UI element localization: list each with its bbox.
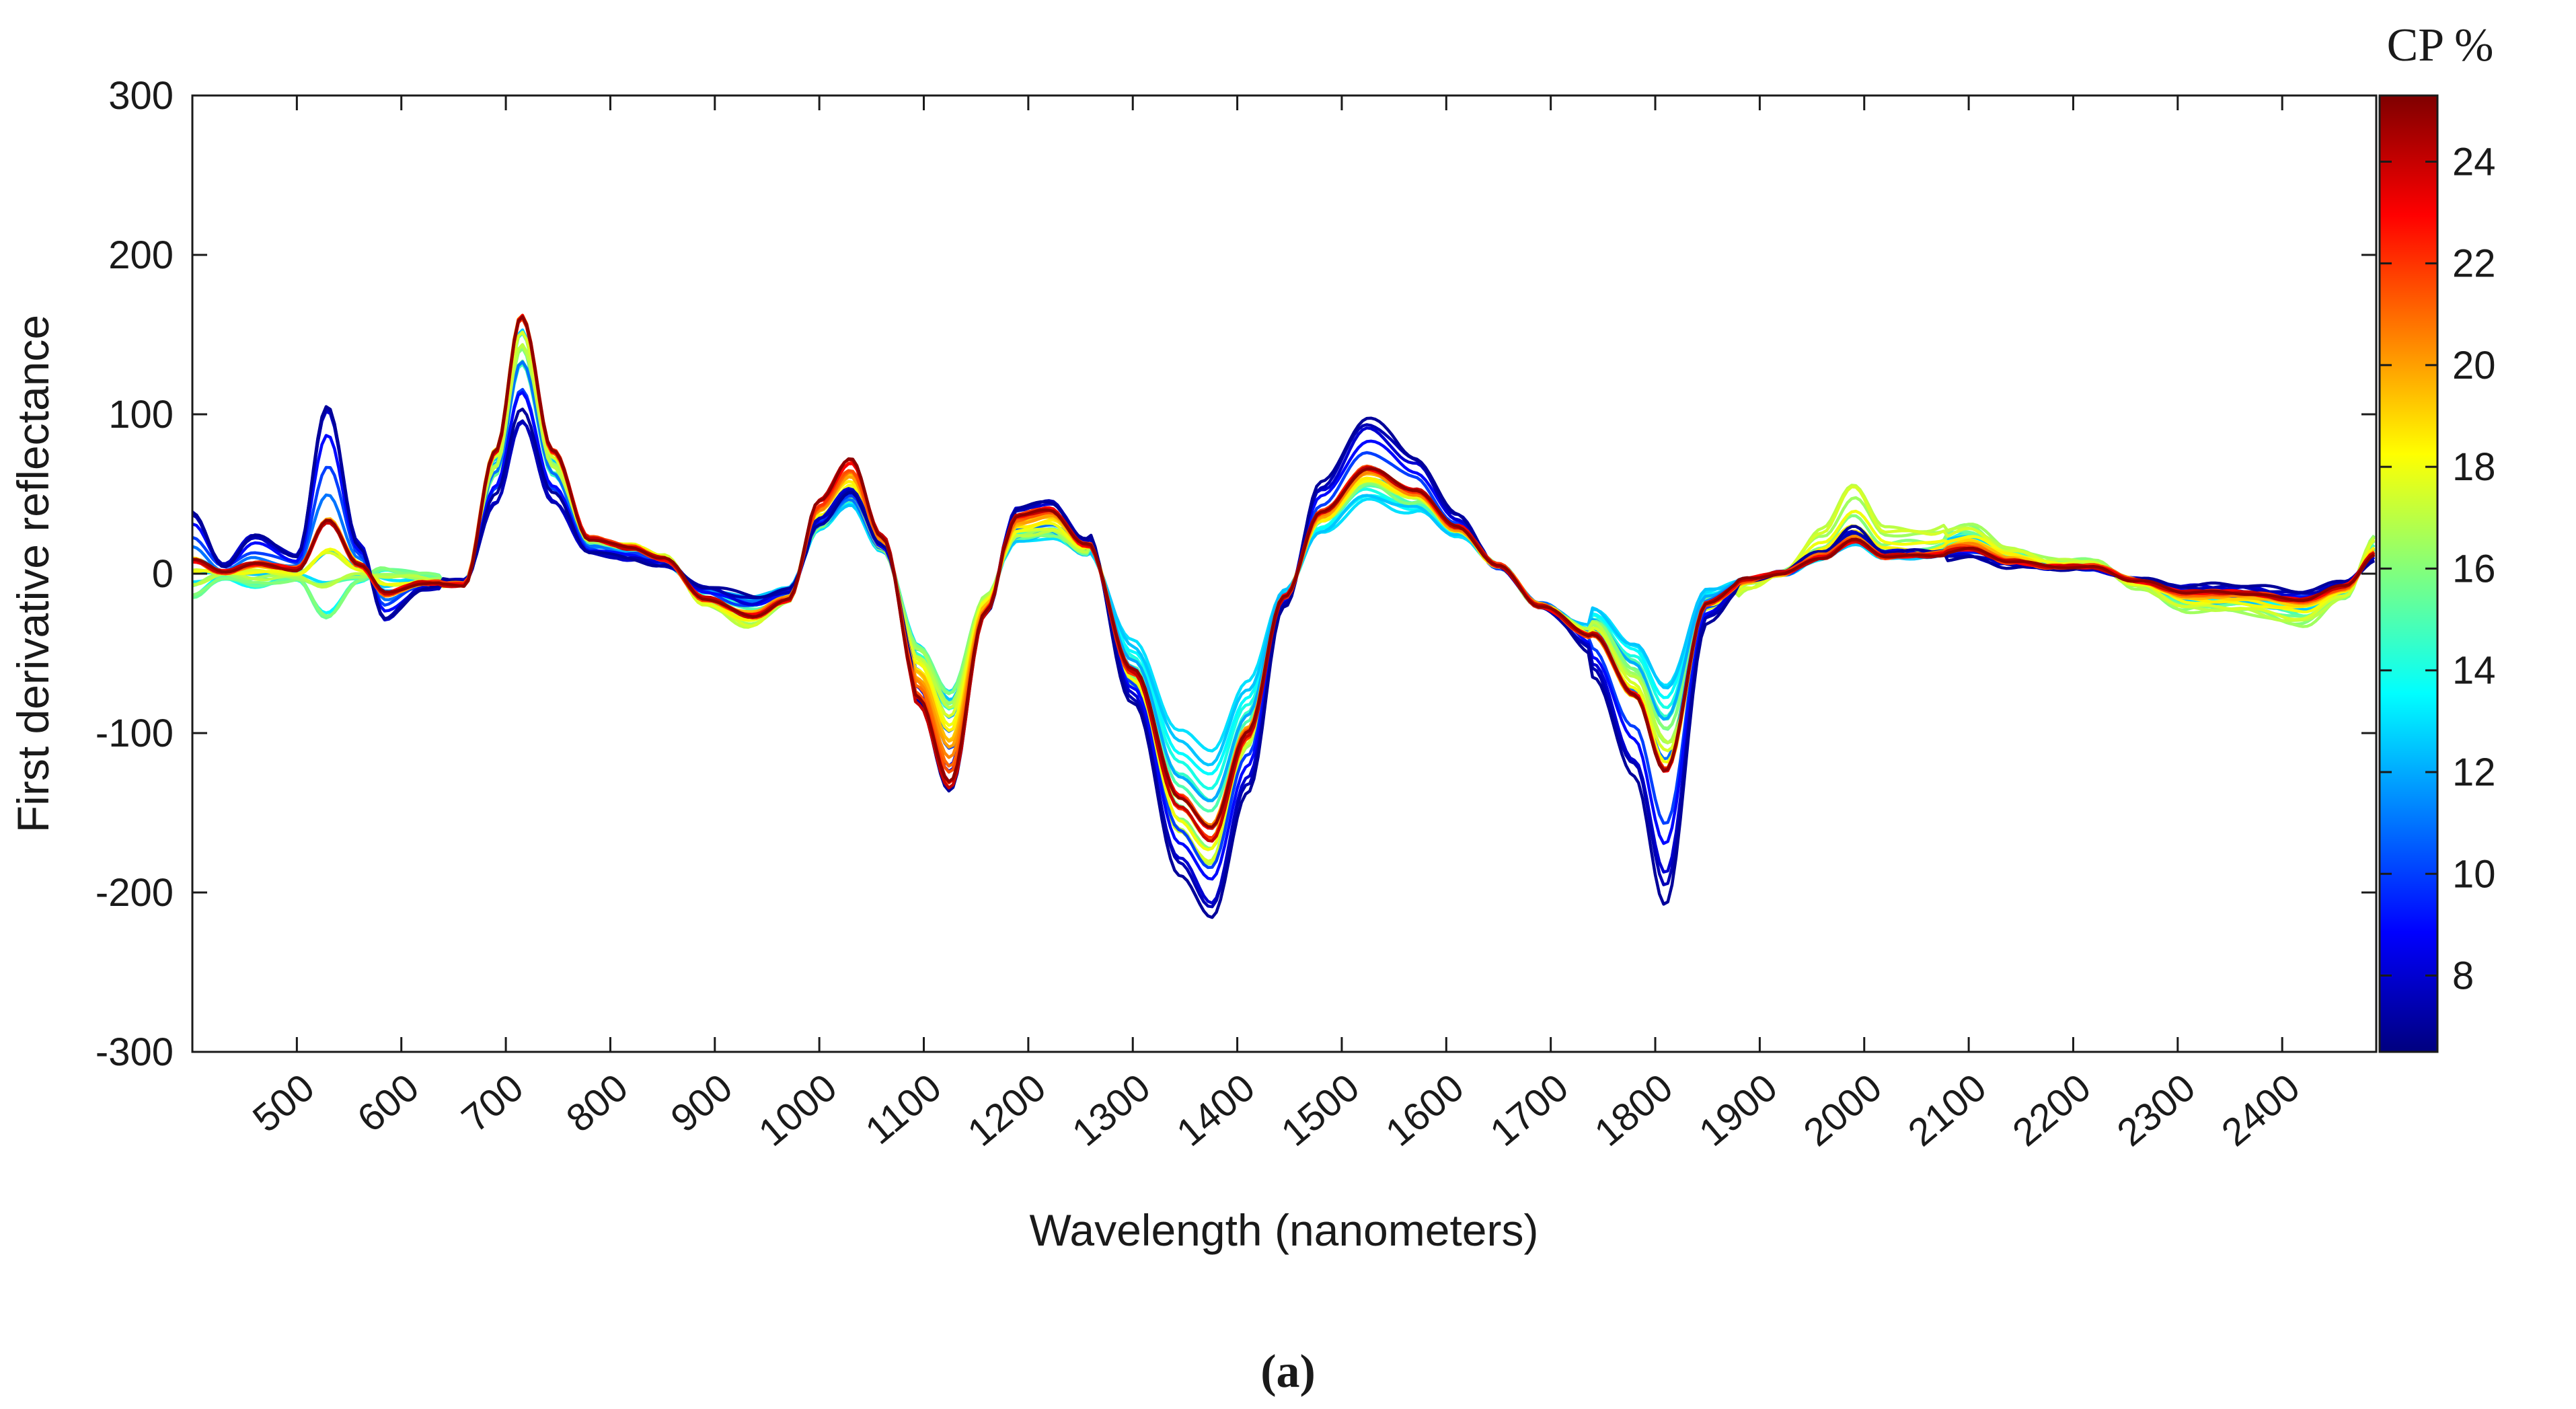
plot-area (191, 94, 2378, 1053)
x-tick-label: 1000 (751, 1065, 845, 1155)
y-tick-label: 0 (152, 552, 174, 596)
colorbar-gradient (2380, 96, 2437, 1052)
spectra-lines (192, 313, 2376, 919)
colorbar-tick-label: 8 (2452, 954, 2474, 998)
y-tick-label: -200 (96, 871, 174, 915)
y-axis-label: First derivative reflectance (8, 315, 58, 833)
x-tick-label: 1400 (1168, 1065, 1263, 1155)
y-tick-label: 300 (108, 74, 174, 118)
plot-background (192, 96, 2376, 1052)
colorbar: 8 10 12 14 16 18 20 22 24 CP % (2378, 20, 2496, 1053)
y-tick-label: -300 (96, 1030, 174, 1074)
x-tick-label: 1300 (1064, 1065, 1159, 1155)
x-tick-label: 1200 (960, 1065, 1055, 1155)
colorbar-label: CP % (2387, 20, 2494, 71)
figure-caption: (a) (1260, 1346, 1316, 1398)
x-tick-label: 1500 (1273, 1065, 1368, 1155)
x-tick-label: 2000 (1795, 1065, 1890, 1155)
colorbar-tick-label: 24 (2452, 140, 2496, 184)
x-tick-label: 1800 (1587, 1065, 1681, 1155)
x-tick-label: 2300 (2109, 1065, 2204, 1155)
colorbar-tick-label: 10 (2452, 852, 2496, 896)
x-tick-label: 1900 (1691, 1065, 1786, 1155)
colorbar-ticks: 8 10 12 14 16 18 20 22 24 (2380, 140, 2496, 998)
x-tick-label: 700 (454, 1065, 532, 1141)
colorbar-tick-label: 16 (2452, 547, 2496, 591)
y-axis: 300 200 100 0 -100 -200 -300 (96, 74, 2376, 1074)
colorbar-frame (2378, 94, 2439, 1053)
x-axis-label: Wavelength (nanometers) (1030, 1205, 1539, 1255)
x-tick-label: 1600 (1377, 1065, 1472, 1155)
x-tick-label: 500 (245, 1065, 323, 1141)
x-tick-label: 800 (558, 1065, 636, 1141)
colorbar-tick-label: 22 (2452, 242, 2496, 286)
spectrum-line (192, 405, 2376, 919)
colorbar-tick-label: 14 (2452, 649, 2496, 693)
y-tick-label: 200 (108, 233, 174, 277)
x-tick-label: 600 (349, 1065, 427, 1141)
x-tick-label: 2100 (1900, 1065, 1995, 1155)
y-tick-label: 100 (108, 393, 174, 436)
spectrum-line (192, 315, 2376, 829)
colorbar-tick-label: 20 (2452, 344, 2496, 387)
x-tick-label: 900 (662, 1065, 741, 1141)
colorbar-tick-label: 18 (2452, 445, 2496, 489)
x-tick-label: 1700 (1482, 1065, 1577, 1155)
colorbar-tick-label: 12 (2452, 751, 2496, 794)
x-tick-label: 1100 (858, 1065, 950, 1153)
x-tick-label: 2400 (2213, 1065, 2308, 1155)
y-tick-label: -100 (96, 712, 174, 755)
x-tick-label: 2200 (2004, 1065, 2099, 1155)
